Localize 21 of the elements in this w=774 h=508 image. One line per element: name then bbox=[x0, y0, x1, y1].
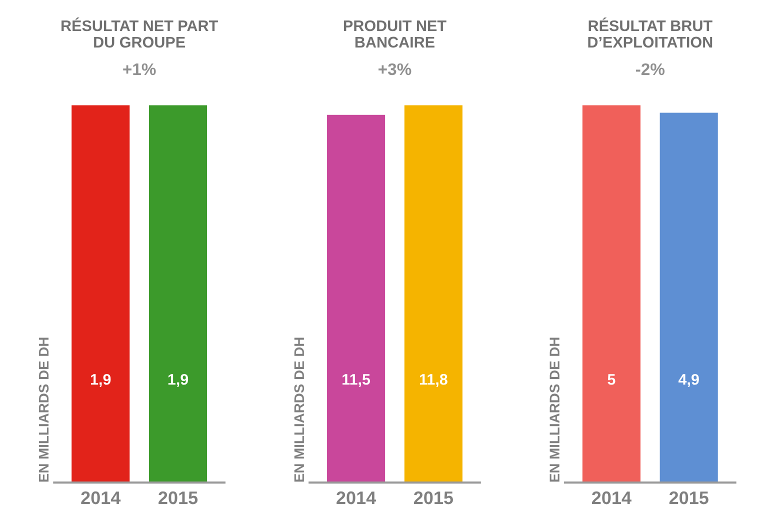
x-tick-label: 2015 bbox=[414, 491, 454, 504]
chart-subtitle: +3% bbox=[378, 63, 412, 76]
data-label: 5 bbox=[608, 374, 616, 385]
chart-title: RÉSULTAT BRUT D’EXPLOITATION bbox=[588, 17, 712, 48]
x-tick-label: 2015 bbox=[158, 491, 198, 504]
x-tick-label: 2014 bbox=[81, 491, 121, 504]
y-axis-title: EN MILLIARDS DE DH bbox=[550, 338, 560, 482]
y-axis-title: EN MILLIARDS DE DH bbox=[38, 338, 49, 482]
y-axis-title: EN MILLIARDS DE DH bbox=[294, 338, 304, 482]
chart-title: PRODUIT NET BANCAIRE bbox=[344, 20, 446, 48]
data-label: 1,9 bbox=[90, 374, 111, 388]
data-label: 1,9 bbox=[168, 374, 188, 388]
x-tick-label: 2015 bbox=[669, 491, 708, 504]
data-label: 11,5 bbox=[342, 374, 370, 388]
x-tick-label: 2014 bbox=[336, 491, 376, 504]
chart-subtitle: +1% bbox=[123, 63, 156, 76]
chart-title: RÉSULTAT NET PART DU GROUPE bbox=[62, 17, 218, 48]
data-label: 4,9 bbox=[678, 374, 699, 388]
data-label: 11,8 bbox=[420, 374, 448, 388]
x-tick-label: 2014 bbox=[592, 491, 632, 504]
chart-subtitle: -2% bbox=[636, 63, 665, 76]
